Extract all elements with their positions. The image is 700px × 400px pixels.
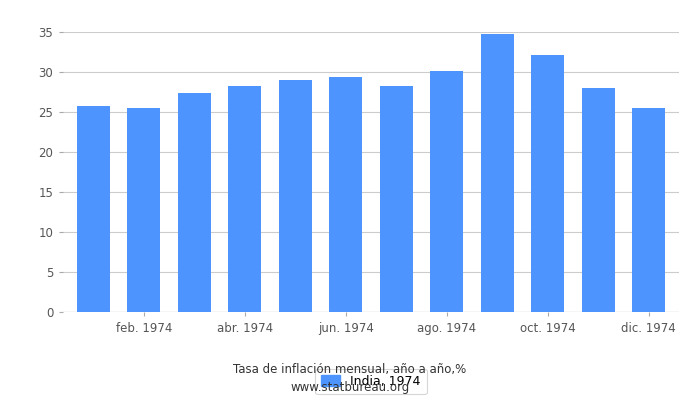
Bar xyxy=(531,55,564,312)
Bar xyxy=(430,71,463,312)
Bar xyxy=(77,106,110,312)
Bar xyxy=(632,108,665,312)
Bar xyxy=(228,86,261,312)
Text: www.statbureau.org: www.statbureau.org xyxy=(290,382,410,394)
Bar xyxy=(329,77,362,312)
Bar xyxy=(380,86,413,312)
Bar xyxy=(582,88,615,312)
Text: Tasa de inflación mensual, año a año,%: Tasa de inflación mensual, año a año,% xyxy=(233,364,467,376)
Bar xyxy=(127,108,160,312)
Bar xyxy=(279,80,312,312)
Bar xyxy=(178,93,211,312)
Bar xyxy=(481,34,514,312)
Legend: India, 1974: India, 1974 xyxy=(315,369,427,394)
